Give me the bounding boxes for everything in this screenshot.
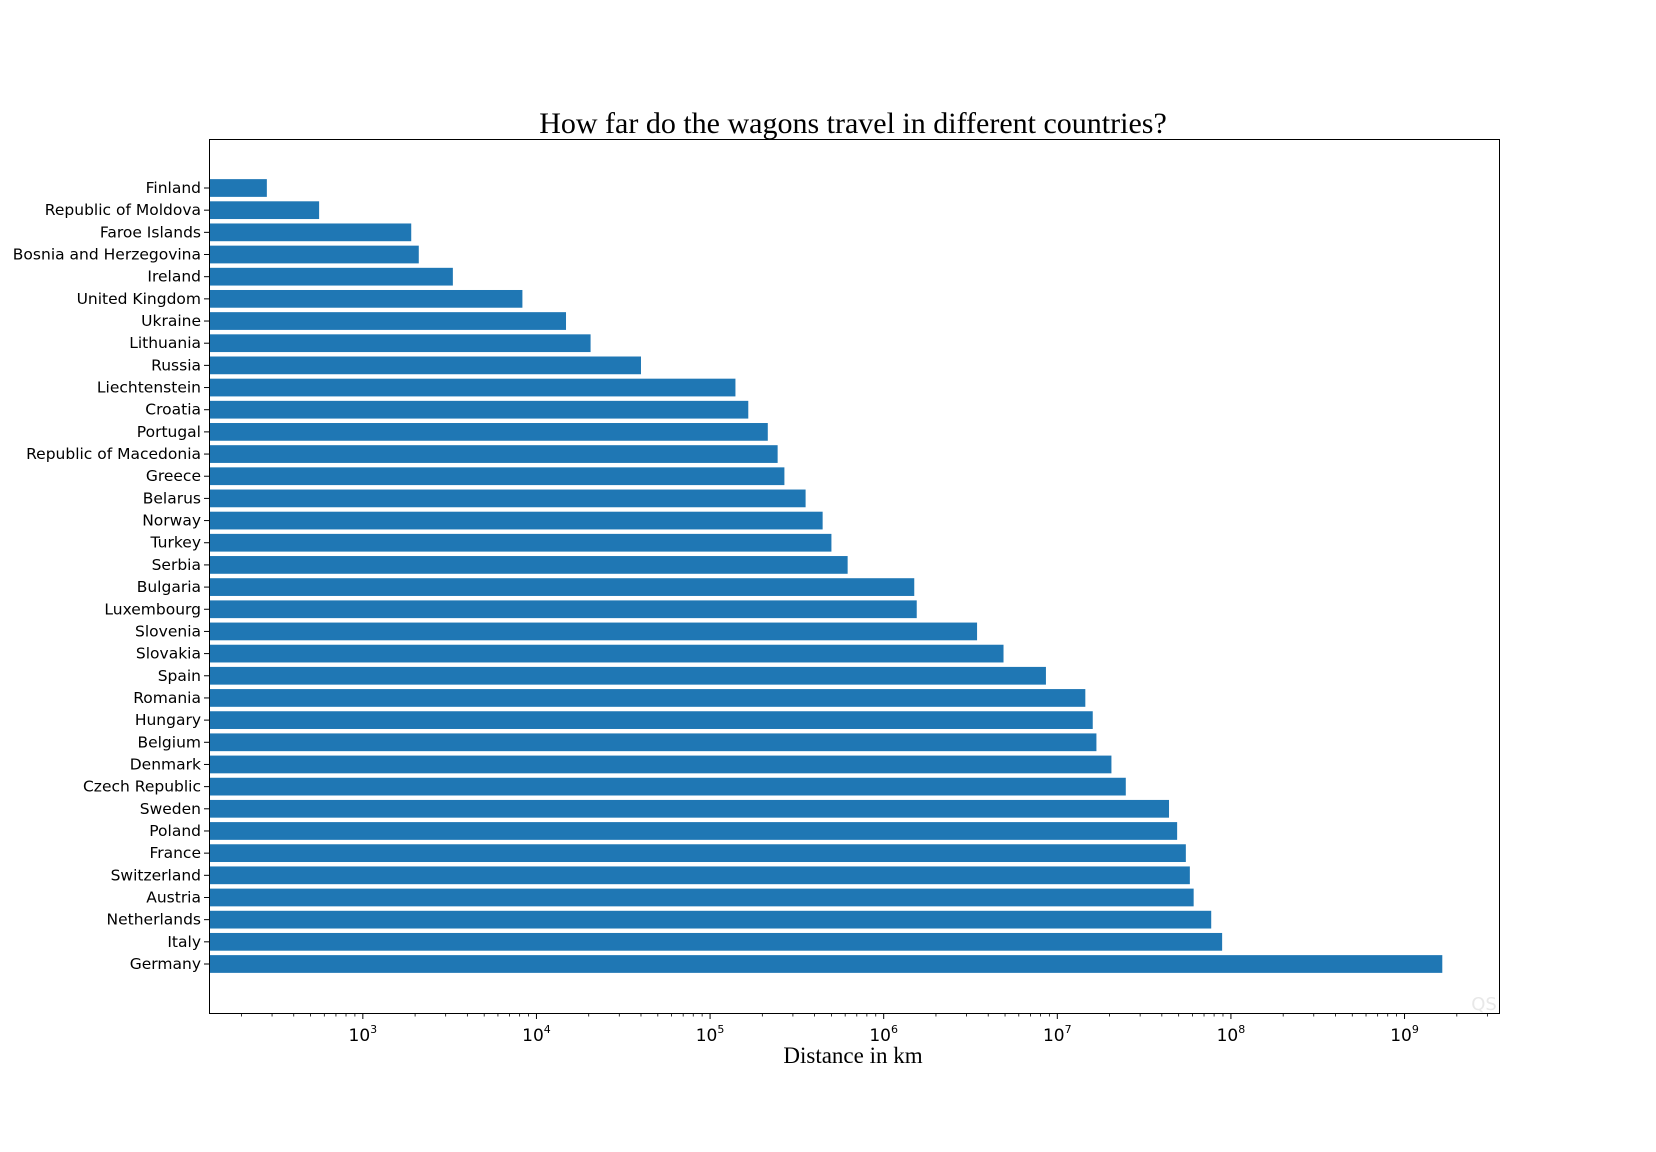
- bar: [209, 289, 523, 308]
- y-tick-label: Lithuania: [129, 334, 201, 352]
- y-tick-label: Czech Republic: [83, 778, 201, 796]
- y-tick-label: Romania: [133, 689, 201, 707]
- bar: [209, 423, 768, 441]
- bar: [209, 644, 1004, 663]
- y-tick-label: Portugal: [137, 423, 201, 441]
- bar: [209, 467, 785, 486]
- y-tick-label: Austria: [146, 888, 201, 906]
- x-axis-ticks: 103 104 105 106 107 108 109: [241, 1013, 1488, 1046]
- bar: [209, 489, 806, 508]
- bar: [209, 378, 736, 397]
- chart-title: How far do the wagons travel in differen…: [539, 107, 1167, 140]
- y-tick-label: Denmark: [130, 755, 201, 773]
- bar: [209, 312, 567, 330]
- y-tick-label: France: [149, 844, 201, 862]
- y-tick-label: Slovakia: [136, 645, 201, 663]
- y-tick-label: Italy: [167, 933, 201, 951]
- bar: [209, 777, 1126, 796]
- y-tick-label: Republic of Moldova: [45, 201, 201, 219]
- y-tick-label: Russia: [151, 356, 201, 374]
- y-tick-label: Belgium: [137, 733, 201, 751]
- y-tick-label: Hungary: [135, 711, 201, 729]
- y-tick-label: Ukraine: [141, 312, 201, 330]
- bar: [209, 533, 832, 552]
- y-tick-label: Greece: [146, 467, 201, 485]
- bar: [209, 267, 453, 286]
- y-tick-label: Sweden: [140, 800, 201, 818]
- bar: [209, 844, 1186, 863]
- bar: [209, 622, 978, 641]
- bar: [209, 356, 641, 375]
- y-tick-label: Belarus: [143, 489, 201, 507]
- bar: [209, 223, 412, 242]
- y-tick-label: United Kingdom: [77, 290, 201, 308]
- plot-frame: [209, 139, 1500, 1014]
- bar: [209, 711, 1093, 729]
- x-tick-label: 108: [1217, 1023, 1246, 1046]
- y-tick-label: Luxembourg: [104, 600, 201, 618]
- y-tick-label: Ireland: [147, 268, 201, 286]
- y-axis-ticks: Finland Republic of Moldova Faroe Islands B…: [13, 179, 209, 973]
- bar: [209, 866, 1190, 885]
- y-tick-label: Slovenia: [135, 622, 201, 640]
- bars-group: [209, 179, 1443, 973]
- y-tick-label: Finland: [146, 179, 201, 197]
- bar: [209, 666, 1046, 685]
- bar: [209, 556, 848, 574]
- y-tick-label: Norway: [142, 512, 201, 530]
- x-axis-label: Distance in km: [783, 1043, 922, 1068]
- bar: [209, 932, 1223, 951]
- x-tick-label: 106: [869, 1023, 898, 1046]
- bar: [209, 910, 1212, 929]
- bar: [209, 511, 823, 530]
- bar: [209, 179, 267, 197]
- y-tick-label: Bosnia and Herzegovina: [13, 246, 201, 264]
- x-tick-label: 109: [1390, 1023, 1419, 1046]
- x-tick-label: 104: [522, 1023, 551, 1046]
- y-tick-label: Spain: [158, 667, 201, 685]
- y-tick-label: Bulgaria: [137, 578, 201, 596]
- y-tick-label: Serbia: [152, 556, 201, 574]
- bar: [209, 755, 1112, 774]
- bar: [209, 400, 749, 419]
- bar: [209, 245, 419, 264]
- bar: [209, 445, 778, 463]
- bar: [209, 799, 1170, 818]
- bar: [209, 689, 1086, 707]
- bar: [209, 822, 1178, 840]
- y-tick-label: Turkey: [150, 534, 201, 552]
- y-tick-label: Republic of Macedonia: [26, 445, 201, 463]
- x-tick-label: 107: [1043, 1023, 1072, 1046]
- y-tick-label: Germany: [130, 955, 201, 973]
- y-tick-label: Liechtenstein: [97, 379, 201, 397]
- y-tick-label: Switzerland: [111, 866, 201, 884]
- bar: [209, 733, 1097, 752]
- y-tick-label: Croatia: [145, 401, 201, 419]
- y-tick-label: Netherlands: [107, 911, 201, 929]
- bar: [209, 888, 1194, 907]
- bar: [209, 600, 917, 619]
- watermark-text: QS: [1471, 994, 1497, 1015]
- x-tick-label: 103: [349, 1023, 378, 1046]
- y-tick-label: Faroe Islands: [100, 223, 201, 241]
- bar: [209, 578, 915, 596]
- bar: [209, 334, 591, 353]
- y-tick-label: Poland: [149, 822, 201, 840]
- bar: [209, 955, 1443, 973]
- bar: [209, 201, 320, 220]
- x-tick-label: 105: [696, 1023, 725, 1046]
